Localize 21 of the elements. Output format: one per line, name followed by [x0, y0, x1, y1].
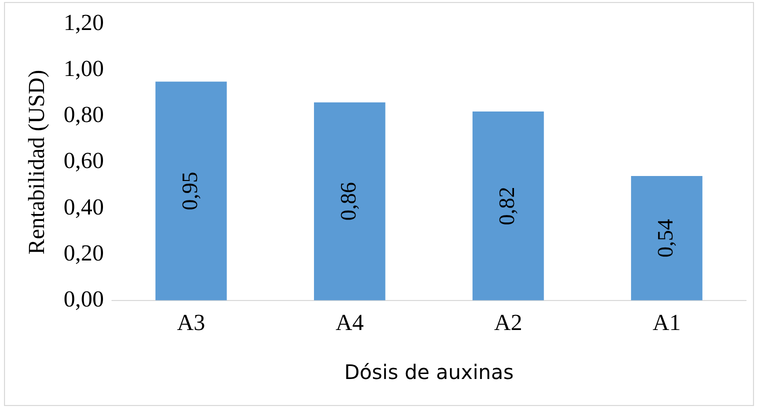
y-tick-label: 0,40 [64, 194, 104, 220]
data-label: 0,82 [494, 186, 519, 226]
x-tick-label: A2 [494, 310, 522, 336]
y-tick-label: 1,00 [64, 56, 104, 82]
bar [631, 176, 702, 300]
data-label: 0,54 [652, 218, 678, 258]
bar [155, 82, 227, 300]
data-label: 0,95 [176, 172, 202, 210]
x-tick-label: A1 [652, 310, 681, 336]
x-tick-label: A3 [177, 310, 206, 336]
y-tick-label: 0,80 [64, 102, 104, 128]
x-axis-title: Dósis de auxinas [344, 360, 514, 384]
bar [472, 112, 544, 300]
x-tick-label: A4 [336, 310, 364, 336]
y-tick-label: 0,20 [64, 240, 104, 266]
y-tick-label: 0,60 [64, 148, 104, 174]
data-label: 0,86 [335, 182, 360, 221]
y-axis-title: Rentabilidad (USD) [24, 70, 49, 255]
y-tick-label: 0,00 [64, 286, 104, 312]
y-tick-label: 1,20 [64, 10, 104, 36]
bar [314, 102, 386, 300]
